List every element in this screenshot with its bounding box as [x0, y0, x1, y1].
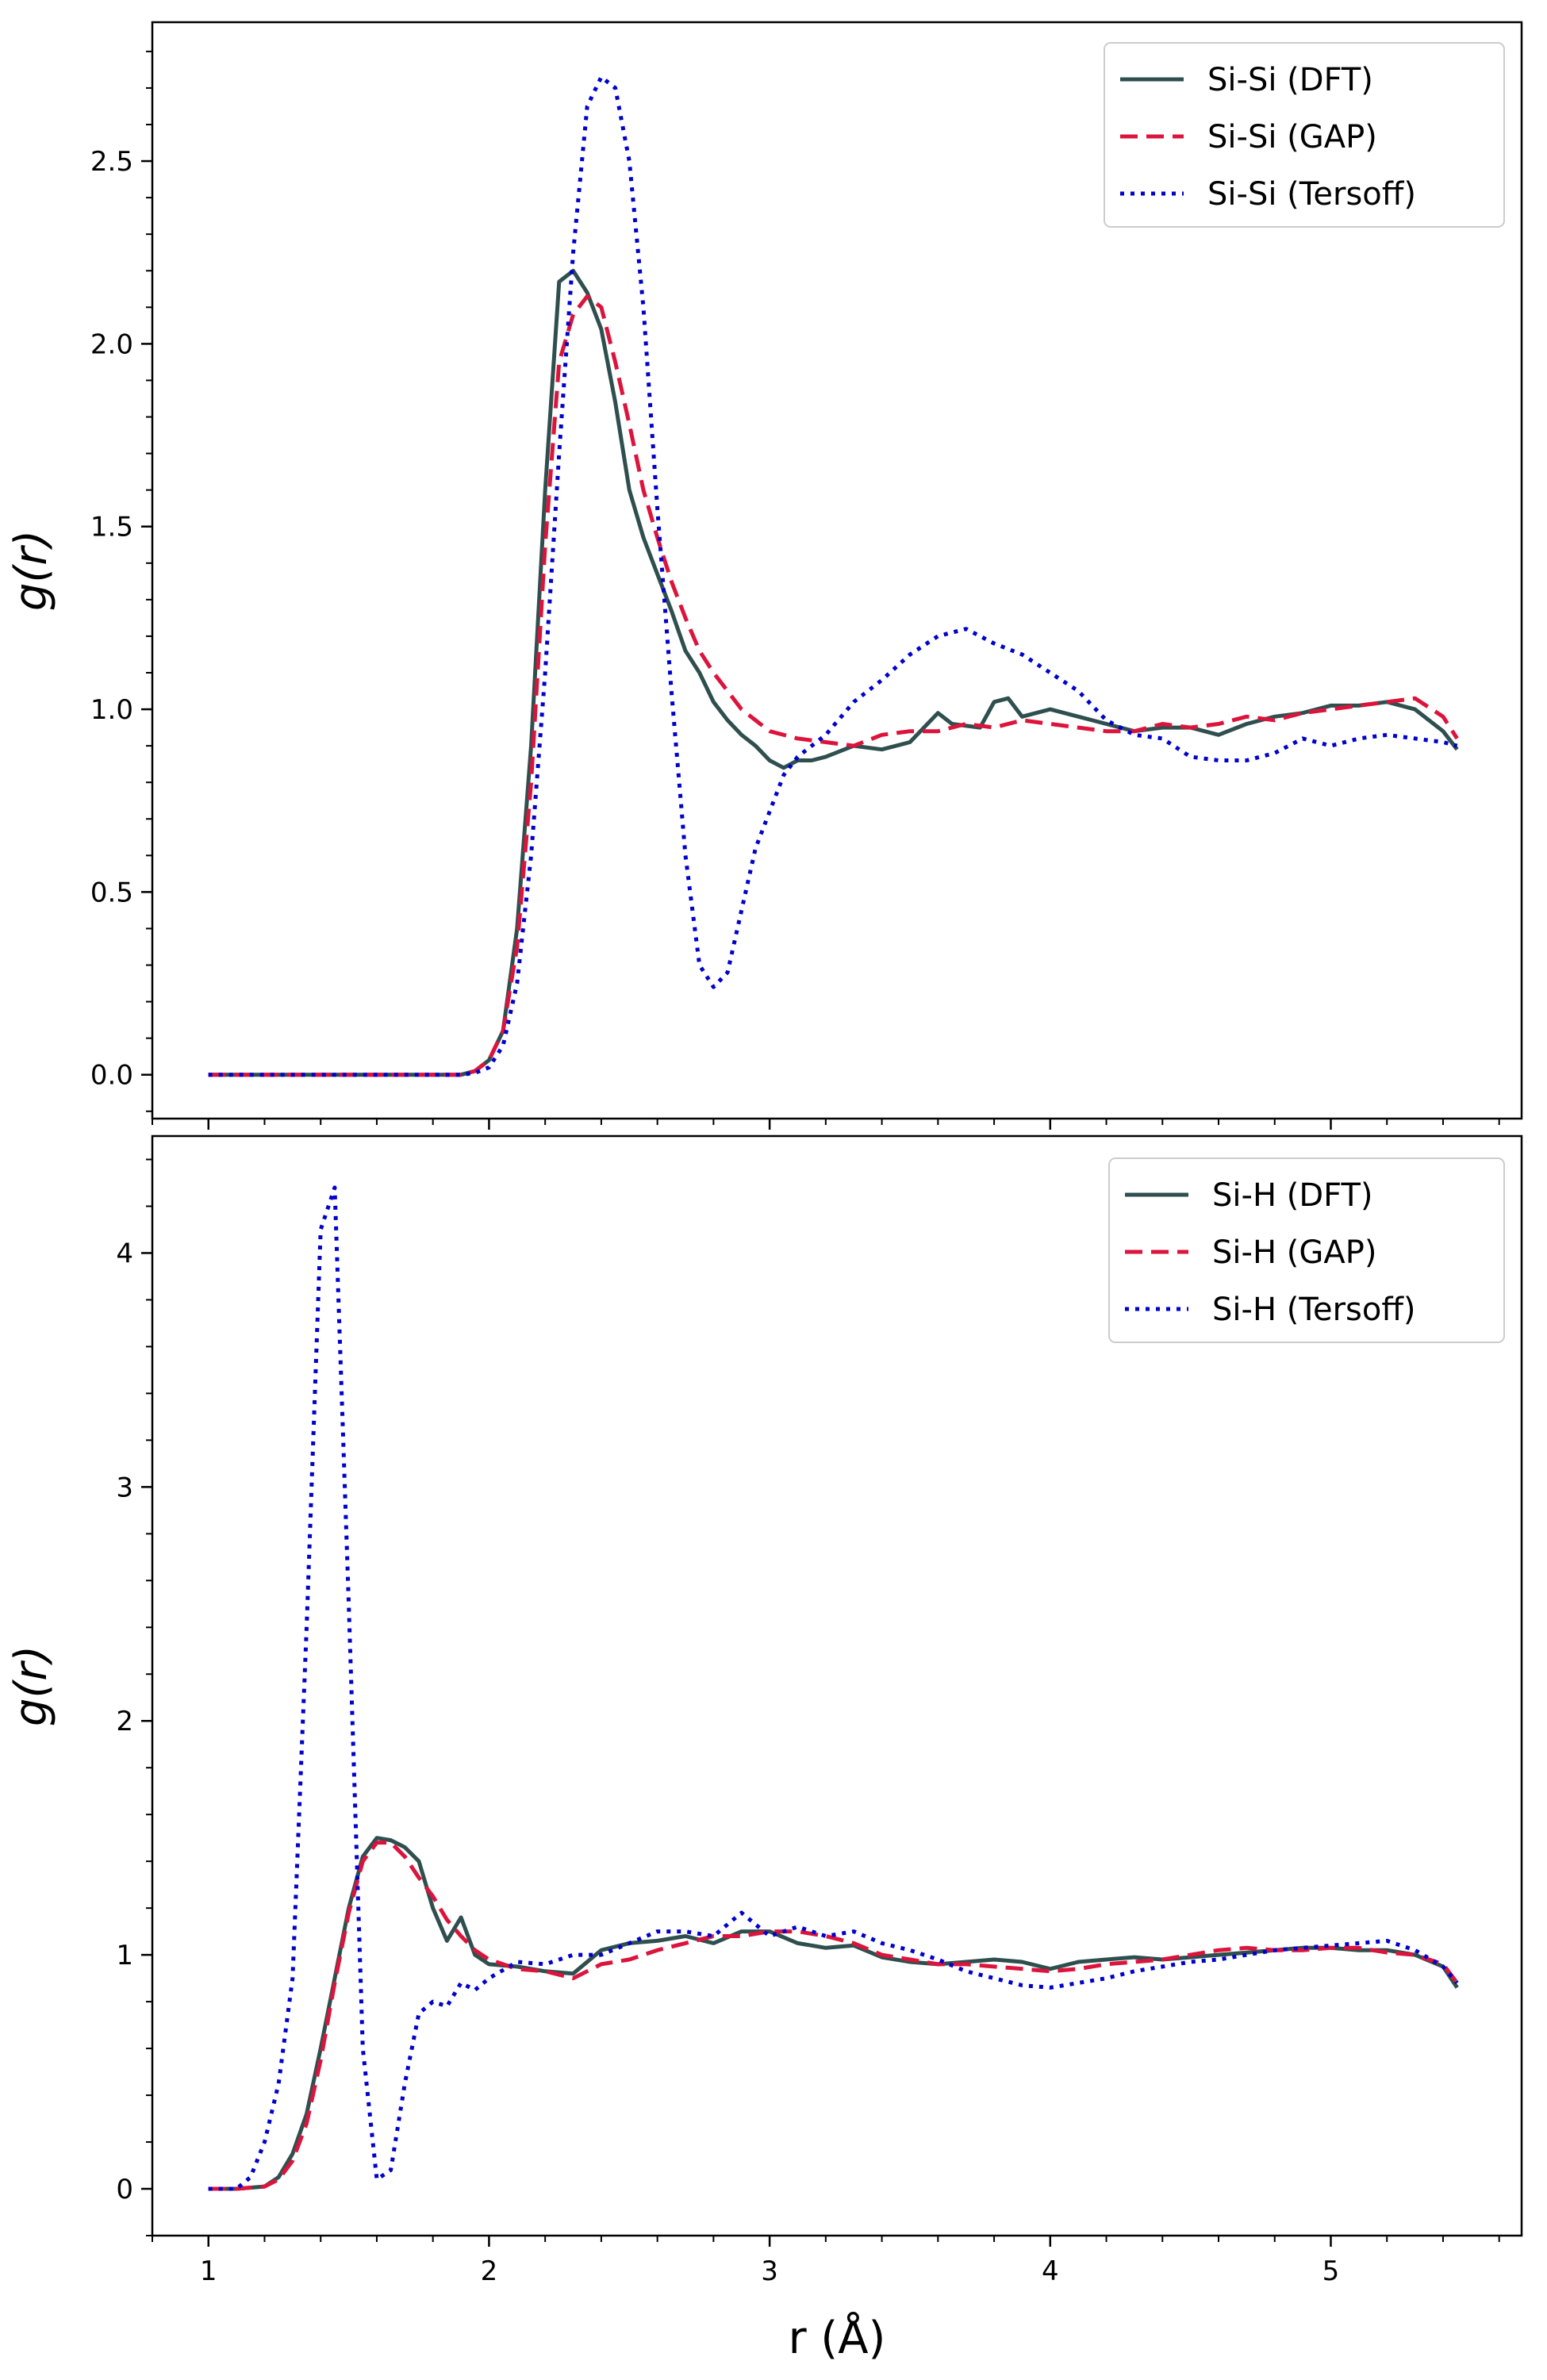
panel-si-h-legend: Si-H (DFT) Si-H (GAP) Si-H (Tersoff) — [1108, 1157, 1505, 1343]
panel-si-h-y-tick-label: 0 — [116, 2174, 133, 2205]
panel-si-h-series-line-1 — [208, 1841, 1459, 2191]
panel-si-si-series-line-2 — [208, 75, 1458, 1077]
panel-si-si-series-line-1 — [208, 294, 1459, 1077]
panel-si-h-x-tick-label: 1 — [200, 2255, 217, 2287]
panel-si-si-legend-label-1: Si-Si (GAP) — [1207, 119, 1377, 155]
panel-si-si-series — [208, 75, 1459, 1077]
panel-si-si-y-tick-label: 0.5 — [90, 877, 133, 908]
panel-si-si-y-tick-label: 0.0 — [90, 1060, 133, 1092]
panel-si-si-legend-label-2: Si-Si (Tersoff) — [1207, 176, 1416, 213]
panel-si-si-y-tick-label: 2.0 — [90, 328, 133, 360]
panel-si-si-y-tick-label: 1.0 — [90, 694, 133, 726]
panel-si-si-y-tick-label: 1.5 — [90, 512, 133, 543]
panel-si-si-y-tick-label: 2.5 — [90, 146, 133, 178]
panel-si-h-legend-label-2: Si-H (Tersoff) — [1212, 1292, 1416, 1328]
panel-si-h-y-tick-label: 3 — [116, 1472, 133, 1503]
panel-si-h-x-tick-label: 2 — [481, 2255, 498, 2287]
panel-si-si-legend-box — [1104, 42, 1505, 228]
panel-si-h-y-tick-label: 1 — [116, 1940, 133, 1971]
panel-si-h-x-tick-label: 3 — [761, 2255, 778, 2287]
panel-si-h-axes-frame — [151, 1134, 1523, 2237]
panel-si-si-series-line-0 — [208, 268, 1459, 1077]
panel-si-h-legend-box — [1108, 1157, 1505, 1343]
panel-si-h-frame — [151, 1134, 1523, 2237]
panel-si-h-series — [208, 1185, 1459, 2191]
panel-si-h-x-axis-label: r (Å) — [789, 2312, 886, 2364]
panel-si-si-legend-label-0: Si-Si (DFT) — [1207, 62, 1373, 98]
panel-si-h-legend-label-0: Si-H (DFT) — [1212, 1177, 1372, 1214]
panel-si-si-axes-frame — [151, 21, 1523, 1120]
panel-si-si-legend: Si-Si (DFT) Si-Si (GAP) Si-Si (Tersoff) — [1104, 42, 1505, 228]
panel-si-si: 0.00.51.01.52.02.5 g(r) Si-Si (DFT)Si-Si… — [6, 21, 1523, 1130]
panel-si-h-y-tick-label: 4 — [116, 1238, 133, 1269]
panel-si-h-y-tick-label: 2 — [116, 1706, 133, 1737]
panel-si-si-y-axis-label: g(r) — [6, 530, 57, 611]
panel-si-h: 0 1 2 3 4 1 2 3 4 5 g(r) r (Å) Si-H (DFT) Si-H (GA… — [6, 1134, 1523, 2364]
panel-si-h-y-axis-label: g(r) — [6, 1645, 57, 1726]
panel-si-si-ticks: 0.0 0.5 1.0 1.5 2.0 2.5 — [90, 50, 1500, 1130]
panel-si-h-ticks: 0 1 2 3 4 1 2 3 4 5 — [116, 1158, 1500, 2287]
panel-si-h-x-tick-label: 4 — [1042, 2255, 1059, 2287]
panel-si-h-x-tick-label: 5 — [1322, 2255, 1340, 2287]
panel-si-h-legend-label-1: Si-H (GAP) — [1212, 1234, 1376, 1271]
panel-si-si-frame — [151, 21, 1523, 1120]
